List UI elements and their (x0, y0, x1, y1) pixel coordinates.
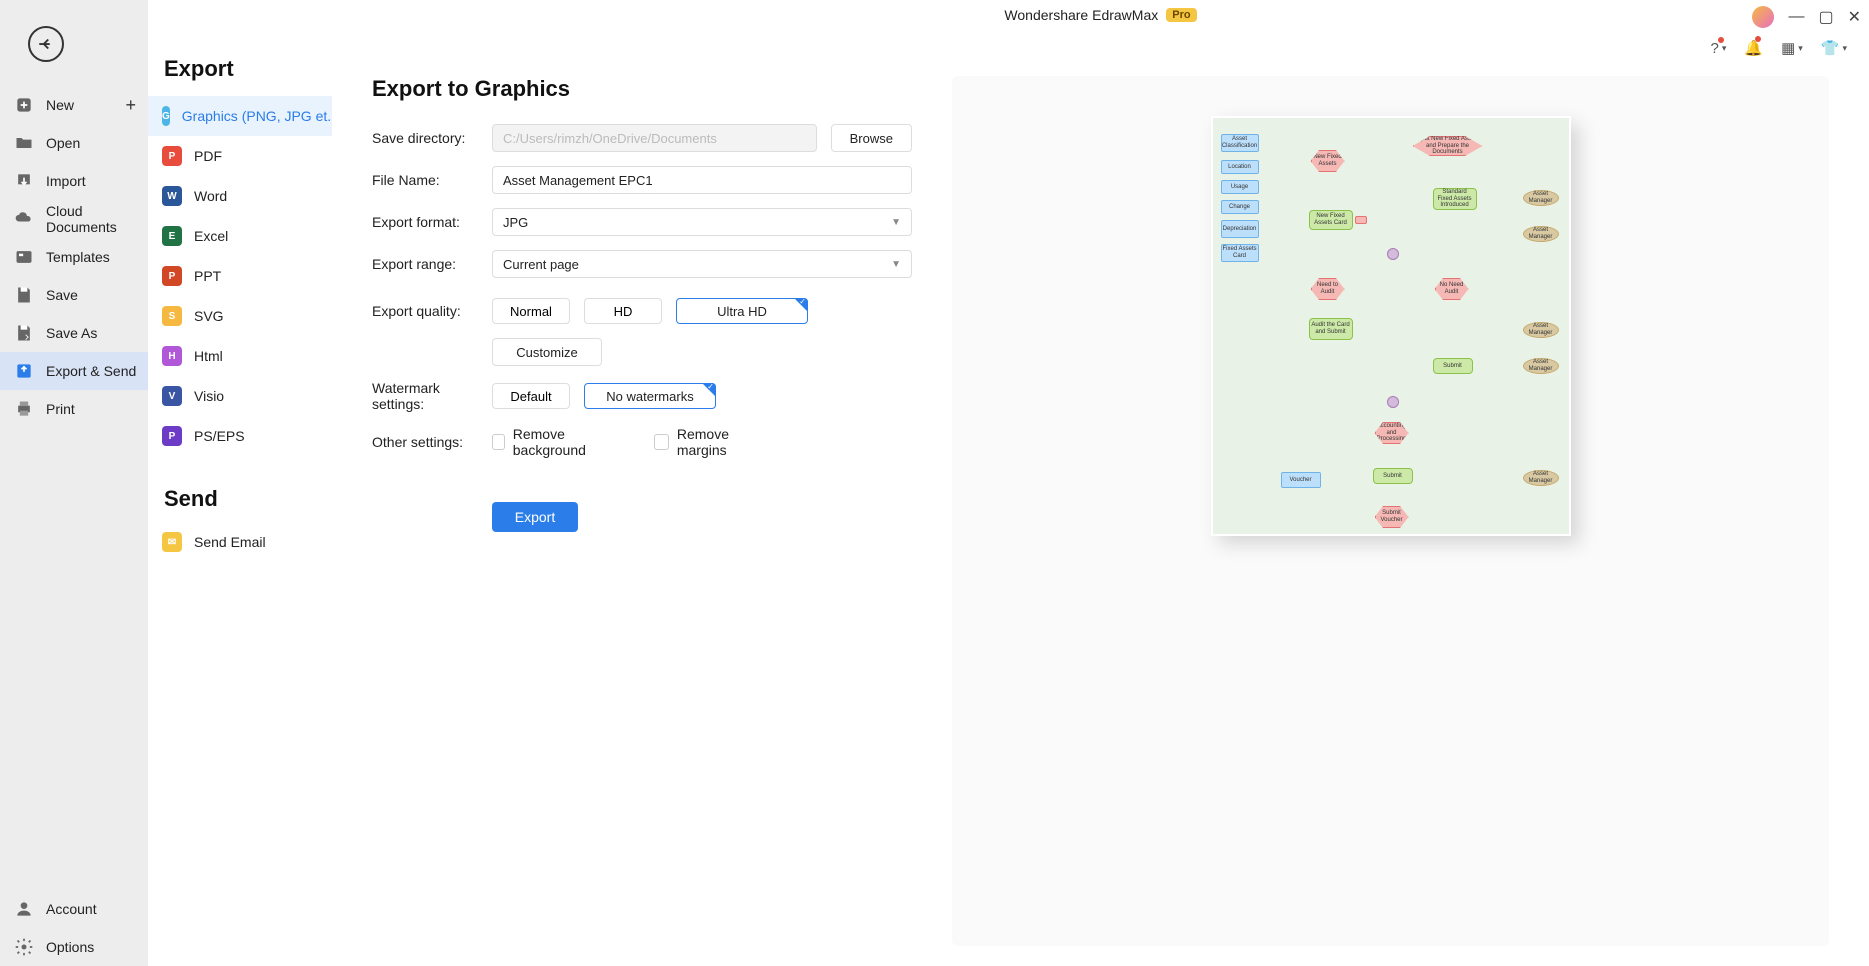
export-form: Export to Graphics Save directory: Brows… (372, 76, 912, 946)
import-icon (14, 171, 34, 191)
options-icon (14, 937, 34, 957)
customize-button[interactable]: Customize (492, 338, 602, 366)
format-item-excel[interactable]: EExcel (148, 216, 332, 256)
remove-bg-option[interactable]: Remove background (492, 426, 612, 458)
close-icon[interactable]: ✕ (1848, 7, 1861, 27)
print-icon (14, 399, 34, 419)
format-item-html[interactable]: HHtml (148, 336, 332, 376)
nav-item-open[interactable]: Open (0, 124, 148, 162)
save-dir-label: Save directory: (372, 130, 492, 146)
format-item-graphics[interactable]: GGraphics (PNG, JPG et... (148, 96, 332, 136)
nav-item-save[interactable]: Save (0, 276, 148, 314)
svg-icon: S (162, 306, 182, 326)
app-title: Wondershare EdrawMax (1004, 7, 1158, 23)
toolbar-right: ? ▾ 🔔 ▦ ▾ 👕 ▾ (332, 30, 1869, 66)
save-dir-input (492, 124, 817, 152)
nav-item-cloud[interactable]: Cloud Documents (0, 200, 148, 238)
bell-icon[interactable]: 🔔 (1744, 39, 1763, 57)
format-item-visio[interactable]: VVisio (148, 376, 332, 416)
titlebar: Wondershare EdrawMax Pro — ▢ ✕ (332, 0, 1869, 30)
export-heading: Export (148, 56, 332, 96)
format-item-word[interactable]: WWord (148, 176, 332, 216)
saveas-icon (14, 323, 34, 343)
word-icon: W (162, 186, 182, 206)
avatar[interactable] (1752, 6, 1774, 28)
apps-icon[interactable]: ▦ ▾ (1781, 39, 1803, 57)
browse-button[interactable]: Browse (831, 124, 912, 152)
help-icon[interactable]: ? ▾ (1711, 40, 1727, 57)
send-heading: Send (148, 456, 332, 522)
format-dropdown[interactable]: JPG▼ (492, 208, 912, 236)
maximize-icon[interactable]: ▢ (1818, 7, 1833, 27)
templates-icon (14, 247, 34, 267)
send-item-email[interactable]: ✉Send Email (148, 522, 332, 562)
remove-margins-option[interactable]: Remove margins (654, 426, 774, 458)
shirt-icon[interactable]: 👕 ▾ (1821, 39, 1847, 57)
plus-icon[interactable]: + (125, 95, 136, 116)
new-icon (14, 95, 34, 115)
filename-input[interactable] (492, 166, 912, 194)
pdf-icon: P (162, 146, 182, 166)
nav-item-options[interactable]: Options (0, 928, 148, 966)
excel-icon: E (162, 226, 182, 246)
graphics-icon: G (162, 106, 170, 126)
quality-hd[interactable]: HD (584, 298, 662, 324)
back-button[interactable] (28, 26, 64, 62)
remove-bg-checkbox[interactable] (492, 434, 505, 450)
account-icon (14, 899, 34, 919)
email-icon: ✉ (162, 532, 182, 552)
export-icon (14, 361, 34, 381)
visio-icon: V (162, 386, 182, 406)
ppt-icon: P (162, 266, 182, 286)
form-title: Export to Graphics (372, 76, 912, 102)
watermark-default[interactable]: Default (492, 383, 570, 409)
nav-item-export[interactable]: Export & Send (0, 352, 148, 390)
format-label: Export format: (372, 214, 492, 230)
save-icon (14, 285, 34, 305)
format-item-pdf[interactable]: PPDF (148, 136, 332, 176)
other-label: Other settings: (372, 434, 492, 450)
quality-label: Export quality: (372, 303, 492, 319)
minimize-icon[interactable]: — (1788, 8, 1804, 26)
nav-item-import[interactable]: Import (0, 162, 148, 200)
nav-item-print[interactable]: Print (0, 390, 148, 428)
left-nav: New+OpenImportCloud DocumentsTemplatesSa… (0, 0, 148, 966)
html-icon: H (162, 346, 182, 366)
quality-normal[interactable]: Normal (492, 298, 570, 324)
nav-item-saveas[interactable]: Save As (0, 314, 148, 352)
nav-item-new[interactable]: New+ (0, 86, 148, 124)
open-icon (14, 133, 34, 153)
cloud-icon (14, 209, 34, 229)
nav-item-account[interactable]: Account (0, 890, 148, 928)
watermark-no-watermarks[interactable]: No watermarks (584, 383, 716, 409)
format-nav: Export GGraphics (PNG, JPG et...PPDFWWor… (148, 0, 332, 966)
range-dropdown[interactable]: Current page▼ (492, 250, 912, 278)
preview-thumbnail: Asset ClassificationLocationUsageChangeD… (1211, 116, 1571, 536)
arrow-left-icon (37, 35, 55, 53)
pro-badge: Pro (1166, 8, 1196, 22)
filename-label: File Name: (372, 172, 492, 188)
nav-item-templates[interactable]: Templates (0, 238, 148, 276)
format-item-ppt[interactable]: PPPT (148, 256, 332, 296)
pseps-icon: P (162, 426, 182, 446)
quality-ultra-hd[interactable]: Ultra HD (676, 298, 808, 324)
watermark-label: Watermark settings: (372, 380, 492, 412)
range-label: Export range: (372, 256, 492, 272)
export-button[interactable]: Export (492, 502, 578, 532)
format-item-pseps[interactable]: PPS/EPS (148, 416, 332, 456)
main-area: Wondershare EdrawMax Pro — ▢ ✕ ? ▾ 🔔 ▦ ▾… (332, 0, 1869, 966)
format-item-svg[interactable]: SSVG (148, 296, 332, 336)
remove-margins-checkbox[interactable] (654, 434, 669, 450)
preview-panel: Asset ClassificationLocationUsageChangeD… (952, 76, 1829, 946)
